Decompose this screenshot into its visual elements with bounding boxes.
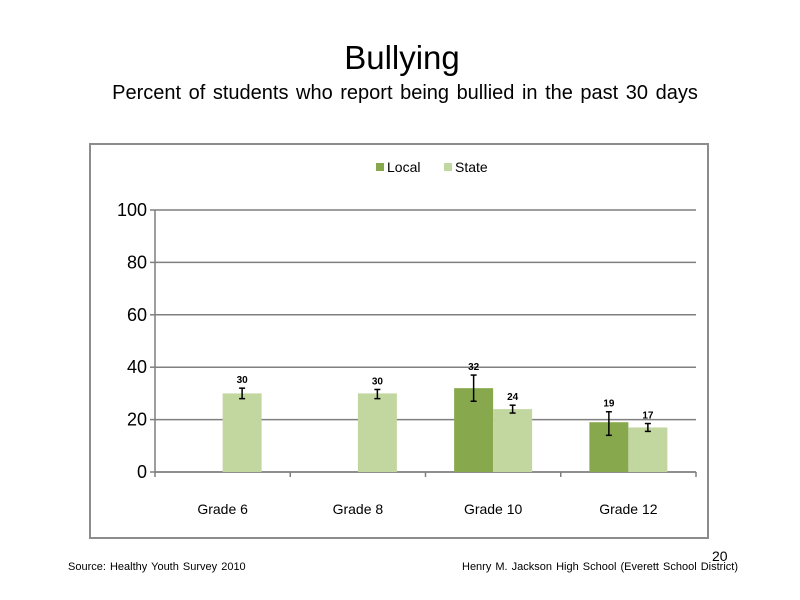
y-tick-label: 0 — [137, 462, 147, 482]
y-tick-label: 80 — [127, 252, 147, 272]
school-note: Henry M. Jackson High School (Everett Sc… — [462, 561, 738, 573]
data-label: 30 — [372, 376, 384, 387]
y-tick-label: 40 — [127, 357, 147, 377]
x-tick-label: Grade 12 — [599, 501, 658, 517]
data-label: 32 — [468, 362, 480, 373]
page-number: 20 — [712, 548, 728, 564]
slide-title: Bullying — [344, 39, 460, 76]
legend-label-local: Local — [387, 159, 420, 175]
x-tick-label: Grade 6 — [197, 501, 248, 517]
slide-subtitle: Percent of students who report being bul… — [112, 82, 698, 104]
y-tick-label: 100 — [117, 200, 147, 220]
legend-swatch-local — [376, 163, 384, 171]
bar-state — [628, 427, 668, 472]
bar-state — [357, 393, 397, 472]
bar-chart: 0 20 40 60 80 100 Grade 6 Grade 8 Grade 10 Grade … — [117, 159, 697, 517]
x-tick-label: Grade 8 — [333, 501, 384, 517]
bar-state — [493, 409, 533, 472]
data-label: 30 — [237, 375, 249, 386]
data-label: 17 — [642, 411, 654, 422]
y-tick-label: 60 — [127, 305, 147, 325]
legend-swatch-state — [444, 163, 452, 171]
legend-label-state: State — [455, 159, 488, 175]
source-note: Source: Healthy Youth Survey 2010 — [68, 561, 246, 573]
y-tick-label: 20 — [127, 410, 147, 430]
data-label: 19 — [603, 399, 615, 410]
data-label: 24 — [507, 392, 519, 403]
x-tick-label: Grade 10 — [464, 501, 523, 517]
bar-state — [222, 393, 262, 472]
bar-local — [454, 388, 494, 472]
chart-frame: 0 20 40 60 80 100 Grade 6 Grade 8 Grade 10 Grade … — [89, 143, 709, 539]
